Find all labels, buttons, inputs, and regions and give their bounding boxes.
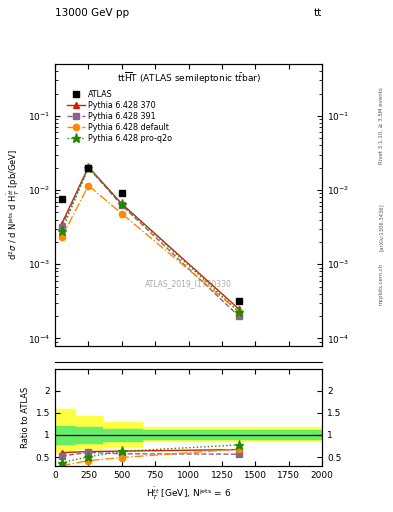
Line: Pythia 6.428 default: Pythia 6.428 default <box>59 182 242 315</box>
Pythia 6.428 391 <box>119 202 124 208</box>
ATLAS <box>86 165 91 171</box>
Text: tt$\overline{\rm H}$T (ATLAS semileptonic t$\bar{t}$bar): tt$\overline{\rm H}$T (ATLAS semileptoni… <box>117 71 261 87</box>
Pythia 6.428 391 <box>86 165 91 171</box>
ATLAS <box>59 196 64 202</box>
Y-axis label: d$^2\sigma$ / d N$^{\rm jets}$ d H$_T^{\bar{t}t}$ [pb/GeV]: d$^2\sigma$ / d N$^{\rm jets}$ d H$_T^{\… <box>6 149 22 261</box>
Pythia 6.428 370 <box>237 306 241 312</box>
Pythia 6.428 default <box>59 234 64 241</box>
Text: [arXiv:1306.3436]: [arXiv:1306.3436] <box>379 203 384 251</box>
Line: Pythia 6.428 370: Pythia 6.428 370 <box>59 164 242 312</box>
Line: ATLAS: ATLAS <box>59 164 242 304</box>
Pythia 6.428 370 <box>59 221 64 227</box>
Pythia 6.428 pro-q2o <box>119 201 124 207</box>
Text: tt: tt <box>314 8 322 18</box>
Y-axis label: Ratio to ATLAS: Ratio to ATLAS <box>21 387 30 448</box>
Pythia 6.428 391 <box>237 313 241 319</box>
Pythia 6.428 370 <box>119 201 124 207</box>
Line: Pythia 6.428 391: Pythia 6.428 391 <box>59 164 242 319</box>
Pythia 6.428 391 <box>59 224 64 230</box>
ATLAS <box>237 298 241 304</box>
Pythia 6.428 default <box>86 182 91 188</box>
Pythia 6.428 default <box>119 210 124 217</box>
ATLAS <box>119 190 124 197</box>
Text: 13000 GeV pp: 13000 GeV pp <box>55 8 129 18</box>
Pythia 6.428 default <box>237 309 241 315</box>
Pythia 6.428 pro-q2o <box>59 228 64 234</box>
Pythia 6.428 pro-q2o <box>86 165 91 171</box>
Text: mcplots.cern.ch: mcplots.cern.ch <box>379 263 384 305</box>
Text: ATLAS_2019_I1750330: ATLAS_2019_I1750330 <box>145 279 232 288</box>
Text: Rivet 3.1.10, ≥ 3.5M events: Rivet 3.1.10, ≥ 3.5M events <box>379 88 384 164</box>
Line: Pythia 6.428 pro-q2o: Pythia 6.428 pro-q2o <box>57 163 243 316</box>
X-axis label: H$_T^{\bar{t}t}$ [GeV], N$^{\rm jets}$ = 6: H$_T^{\bar{t}t}$ [GeV], N$^{\rm jets}$ =… <box>146 485 231 502</box>
Pythia 6.428 pro-q2o <box>237 309 241 315</box>
Legend: ATLAS, Pythia 6.428 370, Pythia 6.428 391, Pythia 6.428 default, Pythia 6.428 pr: ATLAS, Pythia 6.428 370, Pythia 6.428 39… <box>64 88 174 145</box>
Pythia 6.428 370 <box>86 164 91 170</box>
